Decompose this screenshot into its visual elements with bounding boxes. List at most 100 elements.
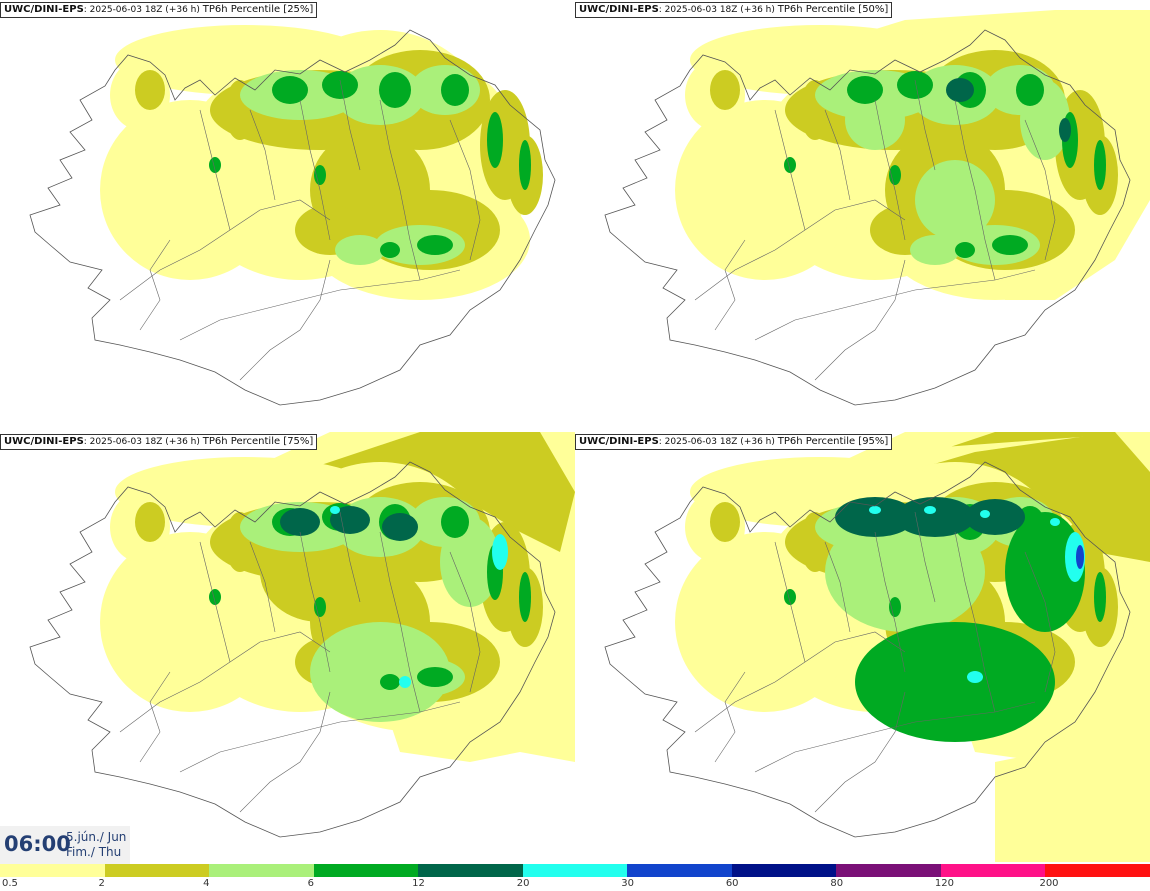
precip-contour <box>1076 545 1084 569</box>
precip-contour <box>314 165 326 185</box>
panel-title: UWC/DINI-EPS: 2025-06-03 18Z (+36 h) TP6… <box>0 2 318 18</box>
road-line <box>449 119 481 261</box>
road-line <box>774 541 806 663</box>
legend-label: 2 <box>98 878 105 889</box>
legend-swatch <box>0 864 106 877</box>
road-line <box>179 269 461 341</box>
road-line <box>754 269 1036 341</box>
road-line <box>754 701 1036 773</box>
road-line <box>139 239 171 331</box>
road-line <box>339 511 361 603</box>
legend-swatch <box>522 864 628 877</box>
legend-swatch <box>209 864 315 877</box>
run-info: : 2025-06-03 18Z (+36 h) <box>658 437 775 447</box>
valid-time: 06:00 <box>4 832 71 856</box>
parameter-label: TP6h Percentile [75%] <box>202 436 314 447</box>
precip-contour <box>310 622 450 722</box>
precip-contour <box>784 157 796 173</box>
precip-contour <box>330 506 340 514</box>
precip-contour <box>1005 512 1085 632</box>
legend-label: 200 <box>1039 878 1059 889</box>
precip-contour <box>889 597 901 617</box>
precip-contour <box>1016 74 1044 106</box>
road-line <box>824 109 851 201</box>
road-line <box>239 691 331 813</box>
precip-contour <box>440 517 500 607</box>
precip-contour <box>1094 572 1106 622</box>
precip-contour <box>955 242 975 258</box>
precip-contour <box>335 235 385 265</box>
legend-swatch <box>836 864 942 877</box>
legend-label: 30 <box>621 878 634 889</box>
precip-contour <box>675 532 855 712</box>
precip-contour <box>380 242 400 258</box>
precip-contour <box>417 667 453 687</box>
road-line <box>199 109 231 231</box>
precip-contour <box>380 674 400 690</box>
precip-contour <box>967 671 983 683</box>
road-line <box>874 99 906 241</box>
coastline <box>29 29 556 406</box>
precip-contour <box>1065 532 1085 582</box>
run-info: : 2025-06-03 18Z (+36 h) <box>658 5 775 15</box>
precip-contour <box>835 497 915 537</box>
map-panel-p95: UWC/DINI-EPS: 2025-06-03 18Z (+36 h) TP6… <box>575 432 1150 862</box>
valid-date-line1: 5.jún./ Jun <box>66 830 127 844</box>
legend-swatch <box>313 864 419 877</box>
legend-swatch <box>940 864 1046 877</box>
road-line <box>714 239 746 331</box>
precip-contour <box>946 78 974 102</box>
precip-contour <box>710 70 740 110</box>
precip-contour <box>322 71 358 99</box>
legend-label: 12 <box>412 878 425 889</box>
precip-contour <box>855 622 1055 742</box>
precip-contour <box>441 74 469 106</box>
valid-time-box: 06:00 5.jún./ Jun Fim./ Thu <box>0 826 130 864</box>
precip-contour <box>845 90 905 150</box>
precip-contour <box>889 165 901 185</box>
panel-title: UWC/DINI-EPS: 2025-06-03 18Z (+36 h) TP6… <box>0 434 318 450</box>
map-panel-p50: UWC/DINI-EPS: 2025-06-03 18Z (+36 h) TP6… <box>575 0 1150 430</box>
precip-contour <box>441 506 469 538</box>
parameter-label: TP6h Percentile [95%] <box>777 436 889 447</box>
legend-swatch <box>1045 864 1150 877</box>
road-line <box>814 691 906 813</box>
legend-label: 80 <box>830 878 844 889</box>
precip-contour <box>710 502 740 542</box>
road-line <box>874 531 906 673</box>
precip-contour <box>869 506 881 514</box>
valid-date: 5.jún./ Jun Fim./ Thu <box>66 830 126 860</box>
road-line <box>339 79 361 171</box>
precip-contour <box>965 499 1025 535</box>
road-line <box>714 671 746 763</box>
precip-contour <box>895 497 975 537</box>
precip-contour <box>1094 140 1106 190</box>
precip-contour <box>209 157 221 173</box>
precip-map-p25 <box>29 25 556 406</box>
precip-contour <box>314 597 326 617</box>
precip-map-p95 <box>604 432 1150 862</box>
valid-date-line2: Fim./ Thu <box>66 845 122 859</box>
precip-contour <box>379 72 411 108</box>
model-name: UWC/DINI-EPS <box>579 436 659 447</box>
legend-swatch <box>418 864 524 877</box>
precip-contour <box>1059 118 1071 142</box>
precip-contour <box>417 235 453 255</box>
precip-contour <box>492 534 508 570</box>
road-line <box>824 541 851 633</box>
precip-map-p50 <box>604 10 1150 406</box>
precip-contour <box>897 71 933 99</box>
precip-contour <box>399 676 411 688</box>
map-panel-p75: UWC/DINI-EPS: 2025-06-03 18Z (+36 h) TP6… <box>0 432 575 862</box>
precip-contour <box>209 589 221 605</box>
coastline <box>604 461 1131 838</box>
precip-contour <box>1050 518 1060 526</box>
road-line <box>299 531 331 673</box>
road-line <box>774 109 806 231</box>
legend-swatch <box>104 864 210 877</box>
precip-contour <box>992 235 1028 255</box>
precip-contour <box>924 506 936 514</box>
legend-label: 6 <box>307 878 314 889</box>
road-line <box>379 531 421 713</box>
precip-color-legend: 0.5 2 4 6 12 20 30 60 80 120 200 <box>0 864 1150 891</box>
